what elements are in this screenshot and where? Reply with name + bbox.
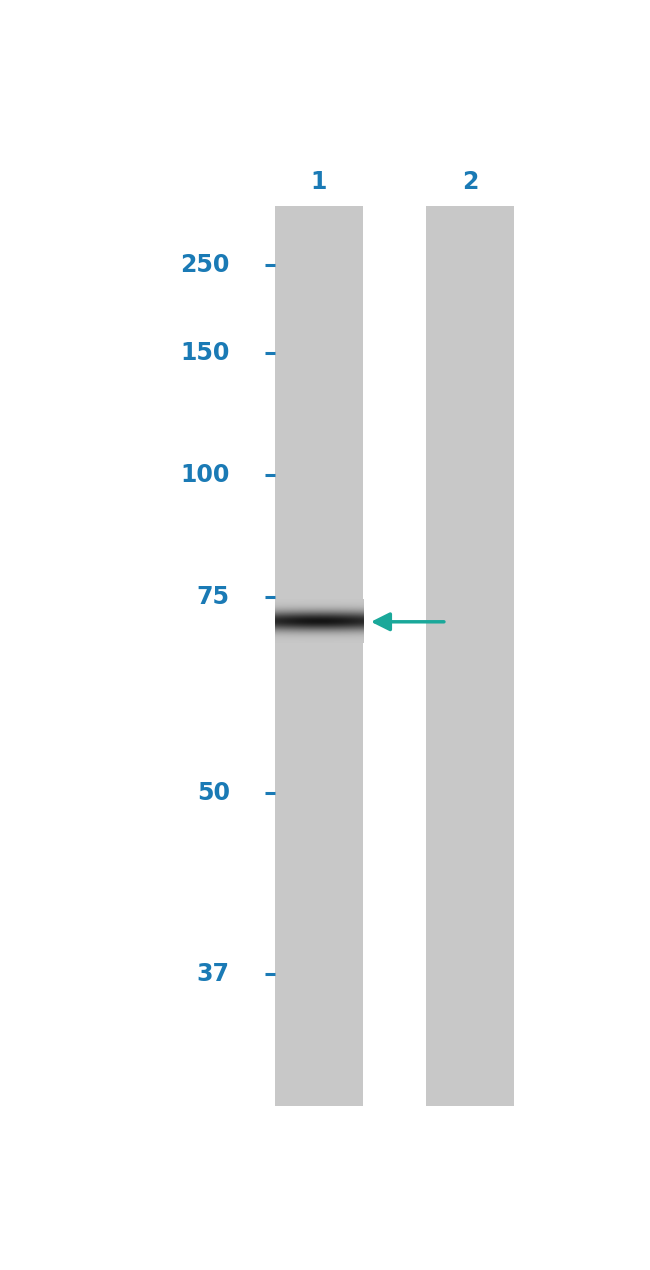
Text: 37: 37 xyxy=(197,961,230,986)
Text: 100: 100 xyxy=(181,464,230,488)
Text: 50: 50 xyxy=(197,781,230,805)
Text: 75: 75 xyxy=(197,585,230,610)
Text: 2: 2 xyxy=(462,170,478,194)
Text: 250: 250 xyxy=(181,253,230,277)
Bar xyxy=(275,206,363,1106)
Bar xyxy=(426,206,515,1106)
Text: 150: 150 xyxy=(181,340,230,364)
Text: 1: 1 xyxy=(311,170,327,194)
